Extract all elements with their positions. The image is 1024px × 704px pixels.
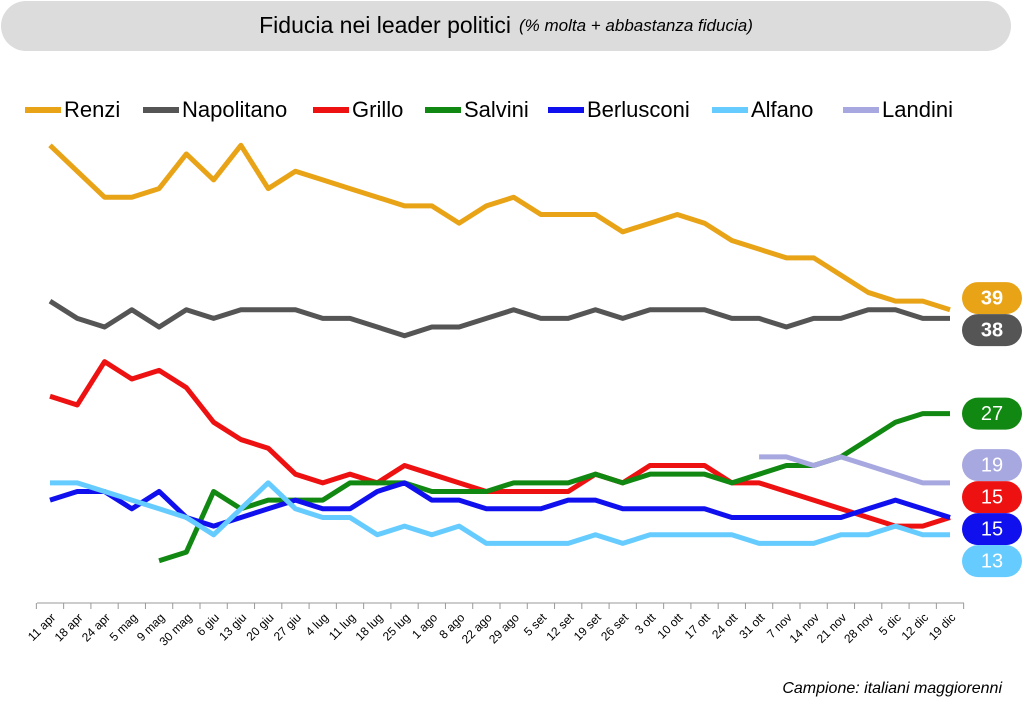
x-tick-label: 13 giu bbox=[216, 610, 249, 643]
legend-label: Grillo bbox=[352, 97, 403, 122]
title-bar bbox=[1, 1, 1011, 51]
x-tick-label: 24 apr bbox=[79, 610, 113, 644]
x-tick-label: 18 lug bbox=[353, 610, 386, 643]
x-tick-label: 26 set bbox=[598, 610, 631, 643]
end-label-bubble bbox=[962, 282, 1022, 315]
end-label-bubble bbox=[962, 449, 1022, 482]
series-line bbox=[49, 359, 951, 529]
end-label: 39 bbox=[981, 287, 1003, 309]
legend-label: Salvini bbox=[464, 97, 529, 122]
end-label: 19 bbox=[981, 454, 1003, 476]
series-line bbox=[50, 480, 950, 546]
end-label-bubble bbox=[962, 314, 1022, 347]
x-tick-label: 11 apr bbox=[25, 610, 58, 643]
x-tick-label: 12 set bbox=[544, 610, 577, 643]
x-tick-label: 24 ott bbox=[709, 610, 741, 642]
end-label: 15 bbox=[981, 486, 1003, 508]
x-tick-label: 12 dic bbox=[899, 610, 932, 643]
title-main: Fiducia nei leader politici bbox=[259, 12, 511, 38]
x-tick-label: 19 dic bbox=[926, 610, 959, 643]
series-line bbox=[759, 454, 950, 486]
subtitle: (% molta + abbastanza fiducia) bbox=[519, 16, 753, 35]
x-tick-label: 11 lug bbox=[326, 610, 358, 642]
x-tick-label: 10 ott bbox=[655, 610, 687, 642]
x-tick-label: 21 nov bbox=[814, 610, 849, 645]
end-label: 15 bbox=[981, 518, 1003, 540]
legend-label: Landini bbox=[882, 97, 953, 122]
end-label: 27 bbox=[981, 403, 1003, 425]
x-tick-label: 17 ott bbox=[682, 610, 714, 642]
x-tick-label: 29 ago bbox=[486, 610, 522, 646]
x-tick-label: 18 apr bbox=[52, 610, 86, 644]
end-label-bubble bbox=[962, 481, 1022, 514]
x-tick-label: 14 nov bbox=[787, 610, 822, 645]
x-tick-label: 20 giu bbox=[244, 610, 277, 643]
end-label-bubble bbox=[962, 397, 1022, 430]
x-tick-label: 19 set bbox=[571, 610, 604, 643]
legend-label: Napolitano bbox=[182, 97, 287, 122]
legend-label: Alfano bbox=[751, 97, 813, 122]
x-tick-label: 31 ott bbox=[736, 610, 768, 642]
series-line bbox=[49, 480, 951, 529]
series-line bbox=[48, 298, 950, 339]
end-label: 13 bbox=[981, 550, 1003, 572]
end-label-bubble bbox=[962, 545, 1022, 578]
footnote: Campione: italiani maggiorenni bbox=[782, 680, 1002, 697]
x-tick-label: 5 mag bbox=[107, 610, 140, 643]
legend-label: Renzi bbox=[64, 97, 120, 122]
legend-label: Berlusconi bbox=[587, 97, 690, 122]
x-tick-label: 1 ago bbox=[409, 610, 440, 641]
end-label: 38 bbox=[981, 319, 1003, 341]
x-tick-label: 27 giu bbox=[271, 610, 304, 643]
series-line bbox=[48, 142, 951, 313]
end-label-bubble bbox=[962, 513, 1022, 546]
x-tick-label: 28 nov bbox=[841, 610, 876, 645]
title: Fiducia nei leader politici (% molta + ab… bbox=[259, 12, 753, 38]
x-tick-label: 25 lug bbox=[380, 610, 413, 643]
